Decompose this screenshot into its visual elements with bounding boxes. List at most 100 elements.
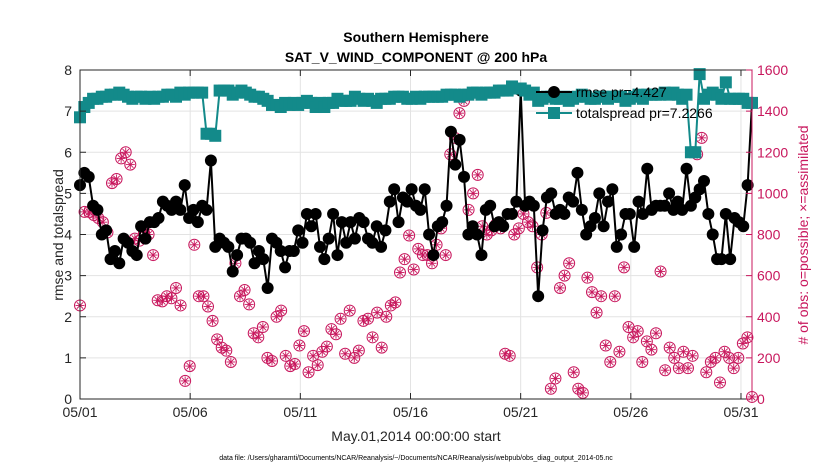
- rmse-point: [405, 183, 418, 196]
- obs-point-circle: [224, 355, 237, 368]
- obs-point: [275, 304, 288, 317]
- obs-point: [613, 345, 626, 358]
- rmse-point: [222, 240, 235, 253]
- obs-point: [736, 337, 749, 350]
- obs-point-circle: [595, 290, 608, 303]
- obs-point: [380, 310, 393, 323]
- obs-point-circle: [147, 249, 160, 262]
- obs-point: [659, 364, 672, 377]
- obs-point-circle: [503, 349, 516, 362]
- obs-point-circle: [348, 351, 361, 364]
- obs-point: [599, 339, 612, 352]
- obs-point-circle: [618, 261, 630, 274]
- obs-point-circle: [709, 351, 722, 364]
- obs-point: [220, 344, 233, 357]
- obs-point-cross: [634, 327, 642, 335]
- legend-rmse-marker: [548, 86, 560, 98]
- obs-point-cross: [341, 350, 349, 358]
- obs-point-circle: [293, 339, 306, 352]
- rmse-point: [348, 232, 361, 245]
- obs-point-circle: [608, 290, 621, 303]
- obs-point-circle: [567, 366, 580, 379]
- obs-point-circle: [288, 358, 301, 371]
- rmse-point: [632, 195, 645, 208]
- rmse-point: [174, 203, 187, 216]
- obs-point-cross: [547, 385, 555, 393]
- obs-point-cross: [268, 357, 276, 365]
- obs-point-circle: [544, 382, 557, 395]
- obs-point-circle: [563, 257, 576, 270]
- rmse-point: [130, 249, 143, 262]
- obs-point-cross: [186, 362, 194, 370]
- rmse-point: [226, 265, 239, 278]
- rmse-point: [506, 207, 518, 220]
- obs-point-circle: [604, 355, 617, 368]
- obs-point-circle: [663, 341, 676, 354]
- obs-point-cross: [593, 309, 601, 317]
- obs-point-cross: [373, 309, 381, 317]
- obs-point-cross: [698, 134, 706, 142]
- rmse-point: [597, 220, 610, 233]
- rmse-point: [82, 170, 95, 183]
- obs-point-cross: [245, 300, 253, 308]
- rmse-point: [200, 203, 213, 216]
- rmse-point: [444, 125, 457, 138]
- obs-point: [663, 341, 676, 354]
- obs-point-cross: [273, 313, 281, 321]
- y-right-tick-label: 800: [757, 227, 781, 243]
- rmse-point: [231, 249, 244, 262]
- obs-point-cross: [716, 379, 724, 387]
- obs-point: [695, 131, 708, 144]
- obs-point-cross: [442, 251, 450, 259]
- obs-point-cross: [510, 230, 518, 239]
- obs-point-circle: [275, 304, 288, 317]
- obs-point-cross: [305, 368, 313, 376]
- obs-point-circle: [572, 382, 585, 395]
- obs-point-circle: [508, 228, 521, 241]
- rmse-point: [244, 236, 257, 249]
- rmse-point: [628, 240, 641, 253]
- rmse-point: [715, 253, 728, 266]
- obs-point-circle: [366, 331, 379, 344]
- obs-point: [403, 229, 416, 242]
- obs-point-circle: [165, 292, 178, 305]
- rmse-point: [383, 195, 396, 208]
- rmse-series: [74, 84, 758, 303]
- rmse-point: [327, 207, 340, 220]
- rmse-point: [698, 175, 710, 188]
- rmse-point: [357, 216, 370, 229]
- obs-point-cross: [410, 265, 418, 273]
- obs-point-cross: [474, 171, 482, 179]
- obs-point-cross: [346, 307, 354, 315]
- obs-point-circle: [119, 146, 132, 159]
- rmse-point: [309, 207, 322, 220]
- obs-point-circle: [302, 366, 315, 379]
- obs-point: [256, 321, 269, 334]
- rmse-point: [392, 216, 405, 229]
- obs-point: [608, 290, 621, 303]
- obs-point-circle: [398, 253, 411, 266]
- obs-point: [362, 312, 374, 325]
- obs-point-circle: [526, 220, 539, 233]
- y-tick-label: 3: [64, 268, 72, 284]
- obs-point-cross: [222, 347, 230, 355]
- obs-point: [453, 107, 466, 120]
- obs-point-cross: [524, 218, 532, 226]
- obs-point-cross: [666, 344, 674, 352]
- obs-point-circle: [183, 360, 196, 373]
- obs-point-circle: [576, 386, 589, 399]
- obs-point-cross: [355, 347, 363, 355]
- obs-point: [732, 351, 745, 364]
- obs-point: [554, 281, 566, 294]
- obs-point-circle: [627, 331, 640, 344]
- obs-point-circle: [243, 298, 256, 311]
- obs-point-cross: [702, 368, 710, 376]
- obs-point-circle: [311, 359, 324, 372]
- obs-point-cross: [570, 368, 578, 376]
- obs-point-cross: [241, 286, 249, 294]
- y-right-tick-label: 200: [757, 350, 781, 366]
- obs-point-cross: [620, 263, 628, 271]
- rmse-point: [287, 244, 300, 257]
- obs-point: [320, 340, 333, 353]
- rmse-point: [292, 224, 305, 237]
